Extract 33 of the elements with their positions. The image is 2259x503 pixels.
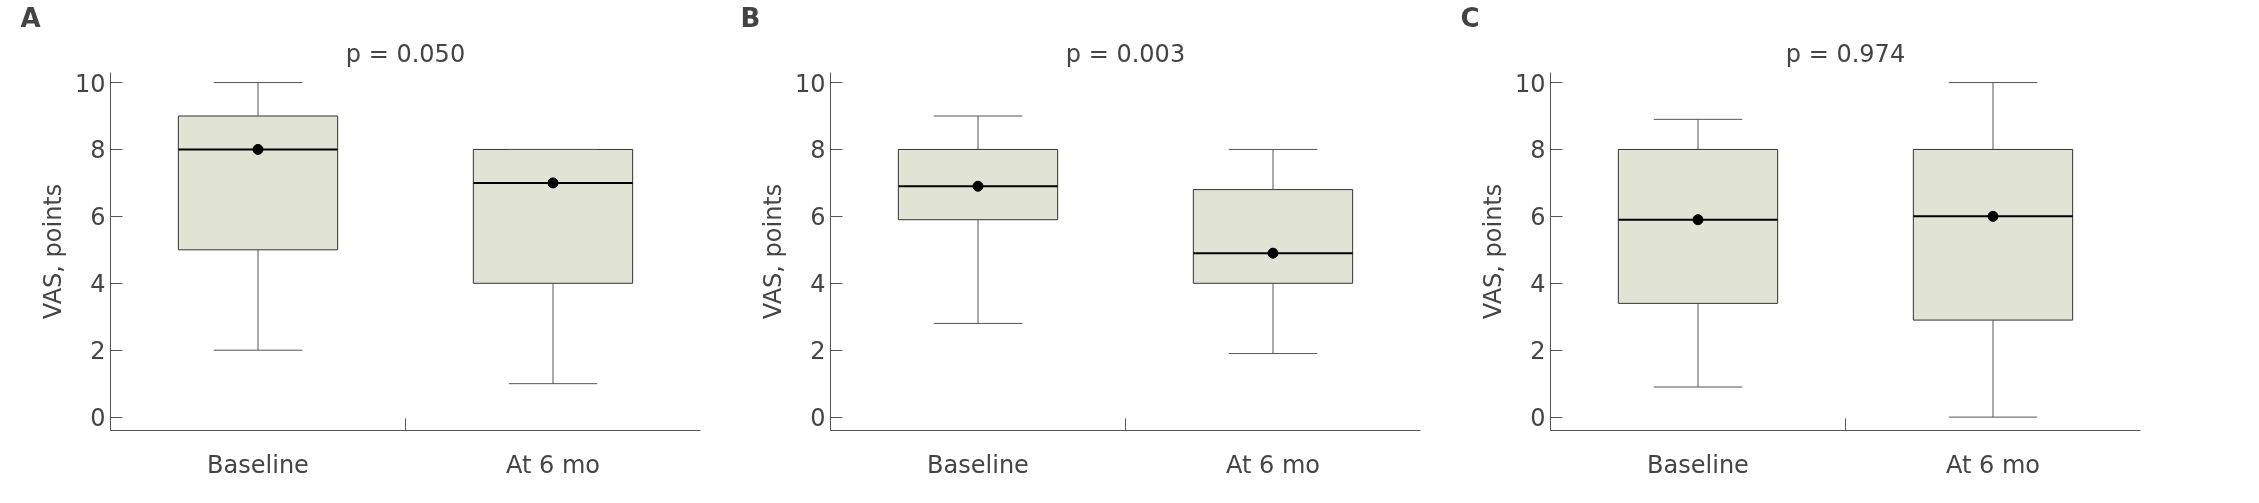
y-axis-title: VAS, points <box>38 183 67 320</box>
y-tick-label: 10 <box>794 69 826 98</box>
y-axis-title: VAS, points <box>758 183 787 320</box>
chart-title: p = 0.050 <box>345 39 466 68</box>
y-tick-label: 6 <box>1530 203 1546 232</box>
x-tick-label: At 6 mo <box>1946 450 2040 479</box>
text: A <box>20 2 41 33</box>
y-tick-label: 0 <box>1530 404 1546 433</box>
y-tick-label: 0 <box>90 404 106 433</box>
y-tick-label: 2 <box>1530 337 1546 366</box>
x-tick-label: At 6 mo <box>506 450 600 479</box>
text: B <box>740 2 761 33</box>
x-tick-label: Baseline <box>207 450 309 479</box>
y-tick-label: 6 <box>90 203 106 232</box>
x-tick-label: Baseline <box>927 450 1029 479</box>
y-tick-label: 4 <box>810 270 826 299</box>
y-tick-label: 10 <box>74 69 106 98</box>
y-tick-label: 6 <box>810 203 826 232</box>
chart-title: p = 0.974 <box>1785 39 1906 68</box>
y-tick-label: 4 <box>1530 270 1546 299</box>
text: C <box>1460 2 1480 33</box>
y-tick-label: 8 <box>810 136 826 165</box>
y-tick-label: 10 <box>1514 69 1546 98</box>
x-tick-label: At 6 mo <box>1226 450 1320 479</box>
x-tick-label: Baseline <box>1647 450 1749 479</box>
y-tick-label: 0 <box>810 404 826 433</box>
y-axis-title: VAS, points <box>1478 183 1507 320</box>
y-tick-label: 4 <box>90 270 106 299</box>
chart-title: p = 0.003 <box>1065 39 1186 68</box>
y-tick-label: 8 <box>1530 136 1546 165</box>
y-tick-label: 2 <box>810 337 826 366</box>
y-tick-label: 2 <box>90 337 106 366</box>
y-tick-label: 8 <box>90 136 106 165</box>
